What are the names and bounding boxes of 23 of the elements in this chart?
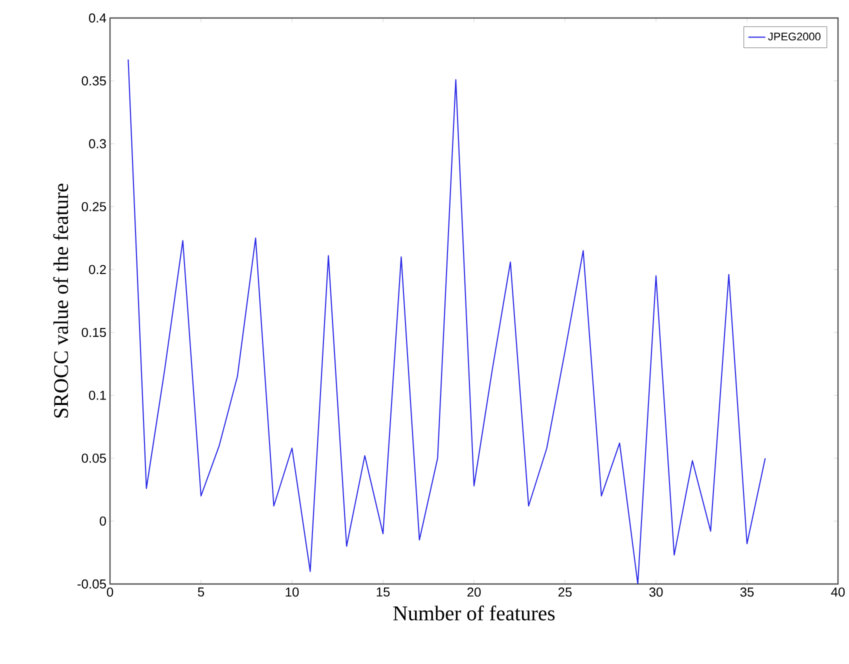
y-tick-label: 0.25 (82, 202, 106, 212)
y-tick-label: -0.05 (78, 579, 106, 589)
y-tick-label: 0.1 (88, 390, 106, 400)
y-tick-label: 0.2 (88, 264, 106, 274)
y-tick-label: 0.3 (88, 139, 106, 148)
x-axis-title: Number of features (393, 606, 555, 620)
x-tick-label: 35 (740, 588, 754, 597)
legend-label: JPEG2000 (768, 32, 820, 40)
y-tick-label: 0.35 (82, 76, 106, 86)
x-tick-label: 15 (376, 588, 390, 597)
x-tick-label: 20 (467, 588, 481, 597)
y-tick-label: 0 (100, 516, 106, 526)
x-tick-label: 30 (649, 588, 663, 597)
line-series (128, 58, 766, 584)
x-tick-label: 5 (198, 588, 204, 597)
x-tick-label: 0 (106, 588, 114, 597)
y-tick-label: 0.15 (82, 328, 106, 338)
y-axis-title: SROCC value of the feature (53, 184, 68, 418)
x-tick-label: 40 (831, 588, 845, 597)
x-tick-label: 25 (558, 588, 572, 597)
x-tick-label: 10 (286, 588, 299, 597)
y-tick-label: 0.4 (88, 13, 106, 23)
y-tick-label: 0.05 (82, 454, 106, 463)
